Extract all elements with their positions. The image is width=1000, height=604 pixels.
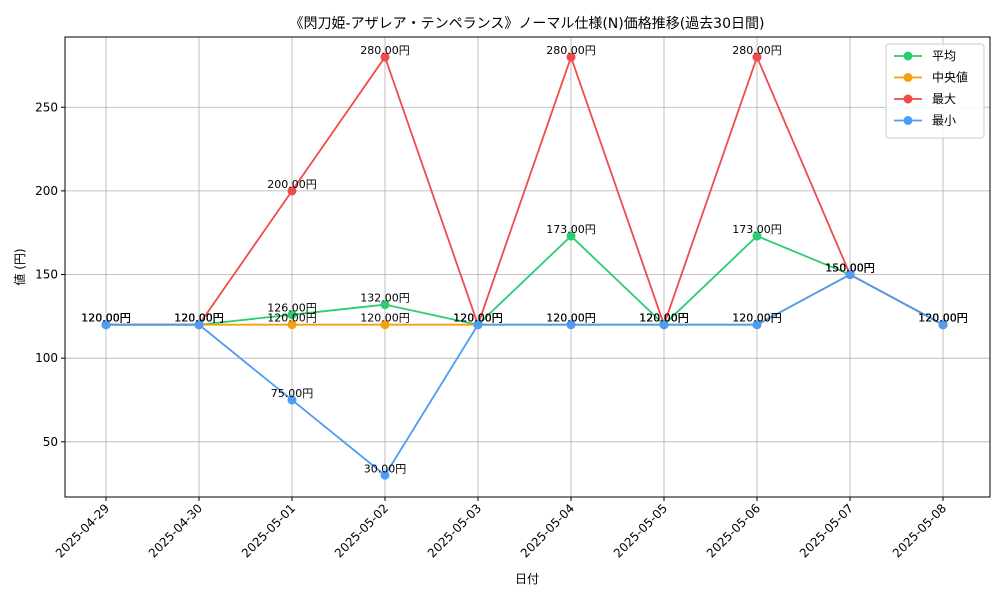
x-tick-label: 2025-05-03: [425, 501, 484, 560]
data-label: 200.00円: [267, 178, 317, 191]
legend-box: [885, 43, 985, 139]
data-label: 120.00円: [81, 312, 131, 325]
y-tick-label: 200: [35, 184, 58, 198]
data-point: [194, 320, 204, 330]
series-line-中央値: [106, 273, 944, 326]
data-label: 120.00円: [174, 312, 224, 325]
x-tick-label: 2025-05-02: [332, 501, 391, 560]
series-lines: [101, 52, 948, 480]
data-point: [659, 320, 669, 330]
legend-label: 平均: [932, 49, 956, 63]
x-tick-label: 2025-05-04: [518, 501, 577, 560]
data-point: [287, 186, 297, 196]
data-point: [380, 52, 390, 62]
data-point: [287, 310, 297, 320]
data-point: [752, 52, 762, 62]
legend-label: 中央値: [932, 70, 968, 85]
data-label: 150.00円: [825, 262, 875, 275]
y-tick-label: 250: [35, 100, 58, 114]
x-tick-label: 2025-04-30: [146, 501, 205, 560]
data-label: 120.00円: [453, 312, 503, 325]
data-label: 150.00円: [825, 262, 875, 275]
x-tick-label: 2025-05-05: [611, 501, 670, 560]
data-label: 120.00円: [918, 312, 968, 325]
data-label: 75.00円: [271, 387, 314, 400]
data-point: [287, 395, 297, 405]
data-label: 120.00円: [918, 312, 968, 325]
data-point: [938, 320, 948, 330]
x-axis-label: 日付: [515, 572, 539, 586]
data-label: 120.00円: [453, 312, 503, 325]
data-label: 173.00円: [732, 223, 782, 236]
data-label: 150.00円: [825, 262, 875, 275]
x-tick-label: 2025-05-06: [704, 501, 763, 560]
legend-marker: [903, 116, 913, 125]
data-label: 120.00円: [174, 312, 224, 325]
series-line-最小: [106, 273, 944, 477]
data-label: 120.00円: [174, 312, 224, 325]
data-label: 120.00円: [267, 312, 317, 325]
data-point: [287, 320, 297, 330]
data-point: [380, 320, 390, 330]
data-point: [473, 320, 483, 330]
data-label: 120.00円: [174, 312, 224, 325]
data-label: 120.00円: [639, 312, 689, 325]
data-label: 30.00円: [364, 462, 407, 475]
data-label: 120.00円: [81, 312, 131, 325]
x-tick-label: 2025-04-29: [53, 501, 112, 560]
data-label: 280.00円: [360, 44, 410, 57]
x-tick-label: 2025-05-08: [890, 501, 949, 560]
data-label: 120.00円: [81, 312, 131, 325]
data-point: [566, 52, 576, 62]
data-label: 120.00円: [732, 312, 782, 325]
data-label: 120.00円: [639, 312, 689, 325]
data-point: [566, 320, 576, 330]
y-tick-label: 50: [43, 435, 58, 449]
legend-label: 最小: [932, 114, 956, 128]
data-label: 120.00円: [918, 312, 968, 325]
data-labels: 120.00円 120.00円126.00円132.00円120.00円173.0…: [81, 44, 968, 475]
data-point: [566, 231, 576, 241]
grid-lines: [65, 37, 990, 497]
data-label: 150.00円: [825, 262, 875, 275]
data-label: 120.00円: [639, 312, 689, 325]
plot-area-frame: [64, 36, 991, 498]
data-label: 120.00円: [360, 312, 410, 325]
data-label: 173.00円: [546, 223, 596, 236]
x-tick-label: 2025-05-07: [797, 501, 856, 560]
data-label: 120.00円: [453, 312, 503, 325]
data-point: [845, 270, 855, 280]
y-tick-label: 150: [35, 268, 58, 282]
y-axis-label: 値 (円): [12, 248, 27, 285]
legend-label: 最大: [932, 92, 956, 106]
data-label: 126.00円: [267, 302, 317, 315]
data-label: 120.00円: [81, 312, 131, 325]
data-point: [380, 300, 390, 310]
axes: 2025-04-29 2025-04-30 2025-05-01 2025-05-02…: [35, 100, 949, 560]
data-label: 280.00円: [732, 44, 782, 57]
series-line-平均: [106, 234, 944, 326]
data-label: 120.00円: [453, 312, 503, 325]
data-label: 132.00円: [360, 292, 410, 305]
data-label: 120.00円: [546, 312, 596, 325]
legend-marker: [903, 73, 913, 82]
legend-marker: [903, 94, 913, 104]
series-line-最大: [106, 54, 944, 328]
data-point: [752, 231, 762, 241]
chart-title: 《閃刀姫-アザレア・テンペランス》ノーマル仕様(N)価格推移(過去30日間): [290, 16, 765, 32]
data-point: [380, 470, 390, 480]
x-tick-label: 2025-05-01: [239, 501, 298, 560]
data-point: [101, 320, 111, 330]
y-tick-label: 100: [35, 351, 58, 365]
data-point: [752, 320, 762, 330]
data-label: 120.00円: [918, 312, 968, 325]
data-label: 120.00円: [546, 312, 596, 325]
data-label: 120.00円: [732, 312, 782, 325]
data-label: 120.00円: [639, 312, 689, 325]
data-label: 280.00円: [546, 44, 596, 57]
legend-marker: [903, 51, 913, 61]
